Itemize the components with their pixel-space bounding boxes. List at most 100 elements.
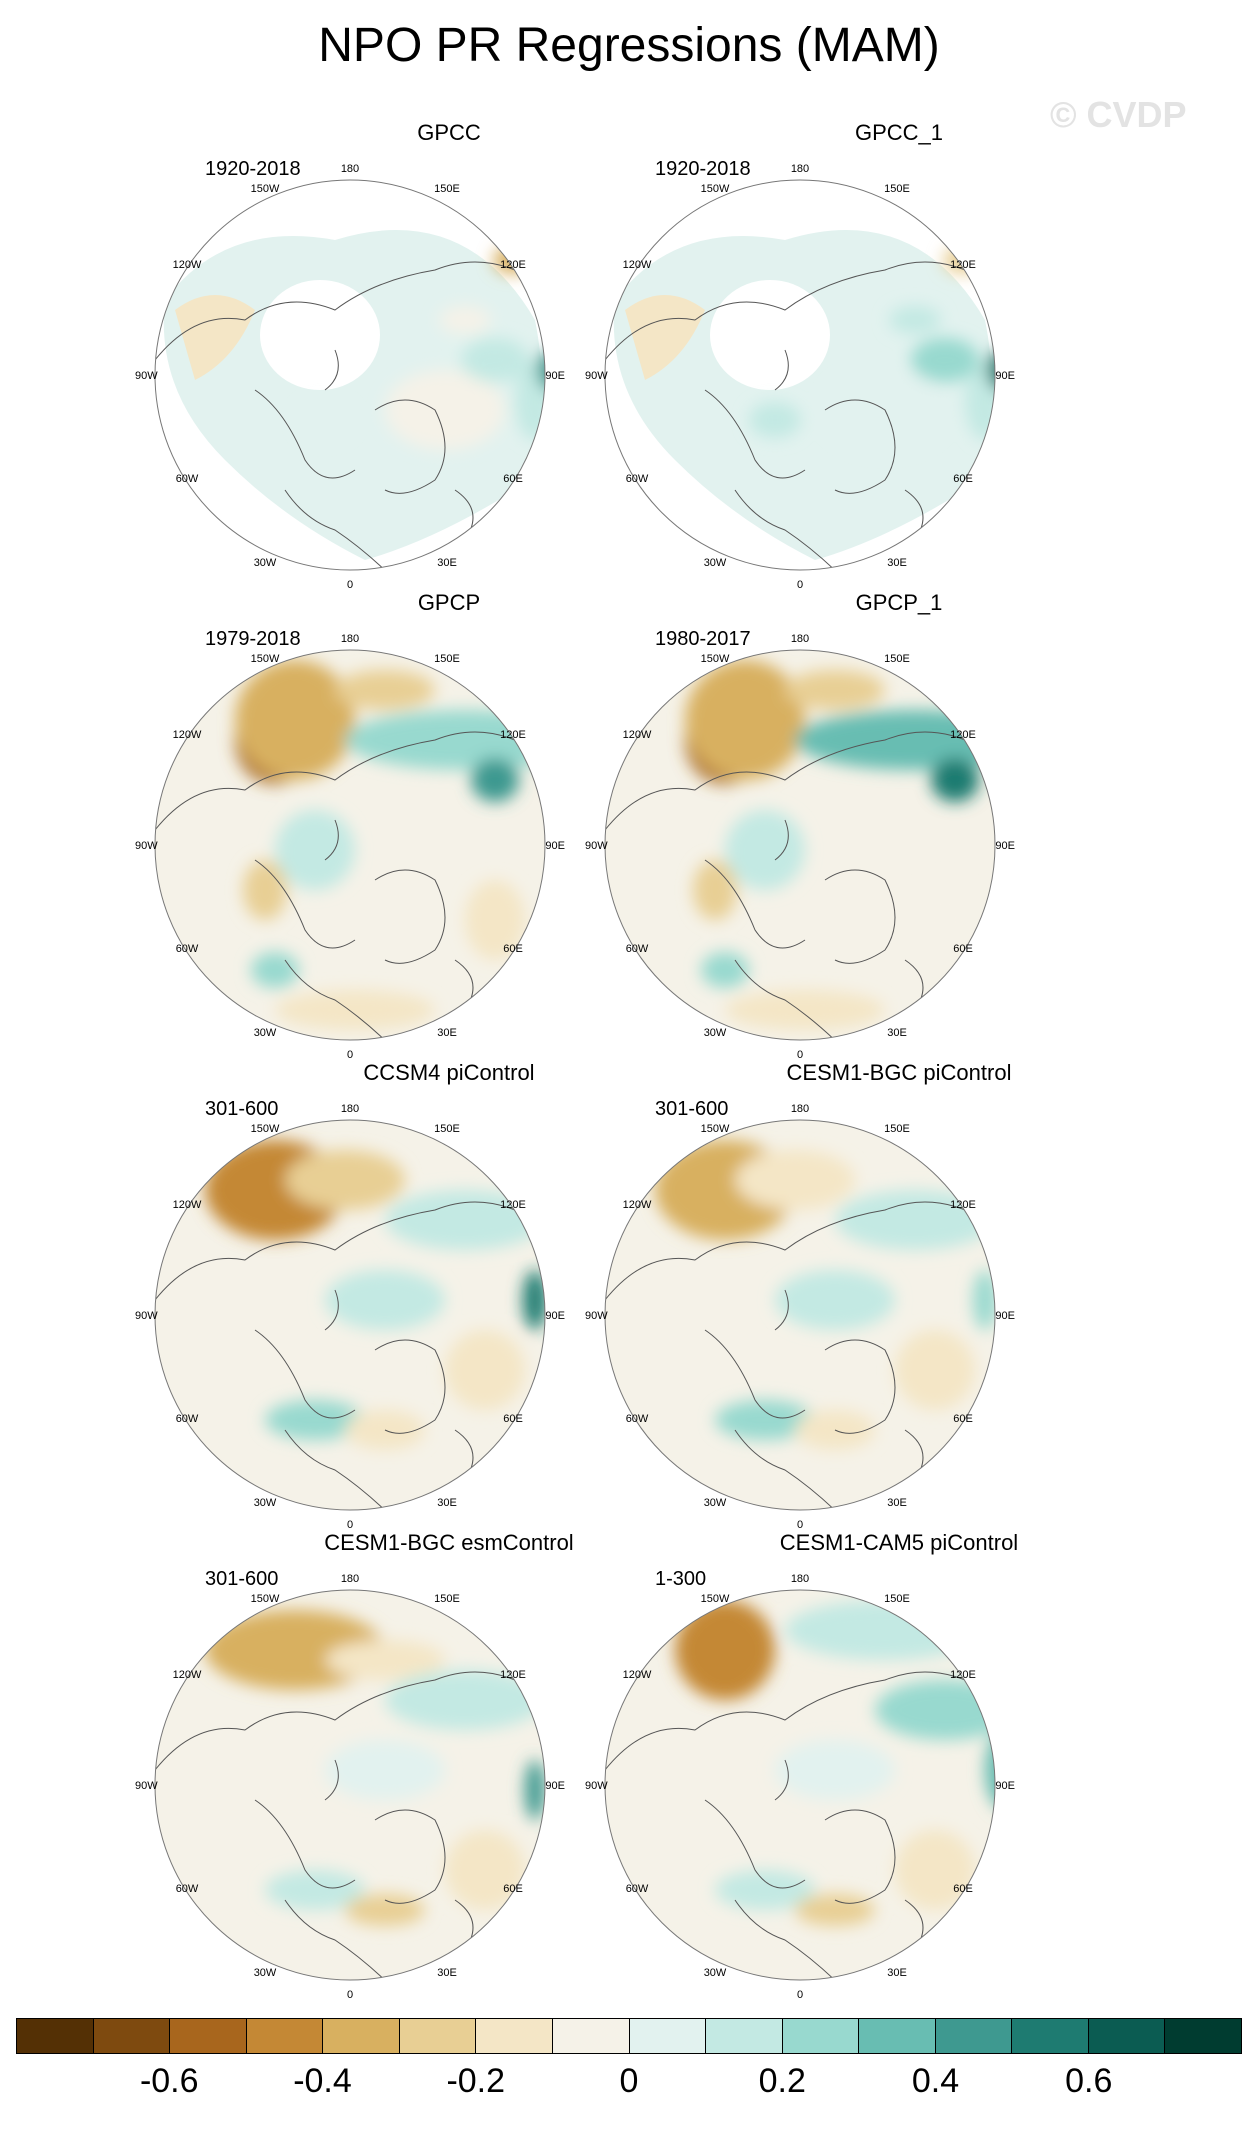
lon-tick-label: 180 (341, 633, 359, 645)
lon-tick-label: 60W (626, 943, 649, 955)
panel-years: 1980-2017 (655, 628, 751, 650)
lon-tick-label: 120W (173, 1199, 202, 1211)
lon-tick-label: 180 (791, 1103, 809, 1115)
lon-tick-label: 150W (251, 183, 280, 195)
colorbar-swatch (1165, 2019, 1241, 2053)
lon-tick-label: 0 (797, 1049, 803, 1061)
lon-tick-label: 60W (626, 1413, 649, 1425)
map-panel: CESM1-BGC piControl 301-600 180 0 90W 90E 150W… (585, 1060, 1215, 1531)
lon-tick-label: 180 (341, 1573, 359, 1585)
colorbar-swatch (859, 2019, 936, 2053)
lon-tick-label: 90W (585, 1310, 608, 1322)
lon-tick-label: 30E (887, 1497, 907, 1509)
lon-tick-label: 60W (176, 943, 199, 955)
colorbar-swatch (323, 2019, 400, 2053)
lon-tick-label: 90E (545, 1780, 565, 1792)
lon-tick-label: 0 (347, 1049, 353, 1061)
panel-title: CESM1-BGC piControl (786, 1060, 1012, 1085)
map-panel: CESM1-BGC esmControl 301-600 180 0 90W 90E 150… (135, 1530, 765, 2001)
lon-tick-label: 150E (434, 653, 460, 665)
lon-tick-label: 120W (623, 259, 652, 271)
lon-tick-label: 180 (791, 163, 809, 175)
colorbar-label: -0.6 (139, 2062, 199, 2100)
lon-tick-label: 90E (995, 840, 1015, 852)
lon-tick-label: 30W (254, 1027, 277, 1039)
lon-tick-label: 30E (887, 1967, 907, 1979)
lon-tick-label: 60W (176, 1413, 199, 1425)
colorbar-swatch (706, 2019, 783, 2053)
panel-years: 301-600 (205, 1568, 279, 1590)
lon-tick-label: 60E (503, 1883, 523, 1895)
figure-title: NPO PR Regressions (MAM) (318, 19, 940, 72)
map-panel: GPCP 1979-2018 180 0 90W 90E 150W 150E 120W 120E 6… (135, 590, 765, 1061)
lon-tick-label: 120E (500, 1199, 526, 1211)
colorbar-swatch (1012, 2019, 1089, 2053)
lon-tick-label: 30E (437, 1497, 457, 1509)
lon-tick-label: 150E (884, 183, 910, 195)
lon-tick-label: 150E (434, 1123, 460, 1135)
lon-tick-label: 30W (704, 557, 727, 569)
colorbar (16, 2018, 1242, 2054)
lon-tick-label: 150W (251, 1593, 280, 1605)
colorbar-label: 0 (619, 2062, 639, 2100)
lon-tick-label: 120E (950, 259, 976, 271)
lon-tick-label: 60E (953, 473, 973, 485)
lon-tick-label: 0 (347, 1519, 353, 1531)
lon-tick-label: 180 (341, 163, 359, 175)
lon-tick-label: 60W (176, 1883, 199, 1895)
lon-tick-label: 150W (701, 1123, 730, 1135)
colorbar-swatch (93, 2019, 171, 2053)
lon-tick-label: 60E (503, 1413, 523, 1425)
colorbar-swatch (170, 2019, 247, 2053)
lon-tick-label: 30W (254, 557, 277, 569)
lon-tick-label: 90W (135, 1780, 158, 1792)
cvdp-watermark: © CVDP (1050, 94, 1187, 135)
polar-map: 180 0 90W 90E 150W 150E 120W 120E 60W 60E 30W 30E (585, 633, 1015, 1061)
map-panel: CESM1-CAM5 piControl 1-300 180 0 90W 90E 150W 1… (585, 1530, 1215, 2001)
lon-tick-label: 60W (626, 473, 649, 485)
lon-tick-label: 30W (704, 1967, 727, 1979)
map-panel: CCSM4 piControl 301-600 180 0 90W 90E 150W 150E… (135, 1060, 765, 1531)
lon-tick-label: 180 (791, 633, 809, 645)
lon-tick-label: 90W (585, 370, 608, 382)
colorbar-swatch (1088, 2019, 1166, 2053)
lon-tick-label: 90W (585, 1780, 608, 1792)
lon-tick-label: 150W (251, 1123, 280, 1135)
lon-tick-label: 90E (995, 1310, 1015, 1322)
polar-map: 180 0 90W 90E 150W 150E 120W 120E 60W 60E 30W 30E (585, 163, 1015, 591)
panel-title: GPCC_1 (854, 120, 944, 145)
panel-title: GPCC (417, 120, 481, 145)
lon-tick-label: 150W (701, 653, 730, 665)
lon-tick-label: 120E (950, 729, 976, 741)
colorbar-label: 0.4 (911, 2062, 960, 2100)
lon-tick-label: 60W (176, 473, 199, 485)
lon-tick-label: 60E (503, 943, 523, 955)
lon-tick-label: 30E (887, 557, 907, 569)
lon-tick-label: 150E (884, 1593, 910, 1605)
lon-tick-label: 60E (953, 1413, 973, 1425)
lon-tick-label: 150W (701, 183, 730, 195)
colorbar-swatch (246, 2019, 324, 2053)
lon-tick-label: 90E (545, 1310, 565, 1322)
panel-title: CESM1-CAM5 piControl (779, 1530, 1019, 1555)
lon-tick-label: 90W (135, 370, 158, 382)
lon-tick-label: 120W (623, 1199, 652, 1211)
panel-years: 1920-2018 (655, 158, 751, 180)
lon-tick-label: 30W (704, 1027, 727, 1039)
colorbar-swatch (476, 2019, 553, 2053)
lon-tick-label: 60E (953, 1883, 973, 1895)
lon-tick-label: 90W (585, 840, 608, 852)
lon-tick-label: 90E (545, 370, 565, 382)
map-panel: GPCP_1 1980-2017 180 0 90W 90E 150W 150E 120W 120… (585, 590, 1215, 1061)
lon-tick-label: 90E (995, 370, 1015, 382)
lon-tick-label: 150E (434, 183, 460, 195)
colorbar-swatch (17, 2019, 94, 2053)
lon-tick-label: 0 (347, 1989, 353, 2001)
lon-tick-label: 120W (623, 1669, 652, 1681)
lon-tick-label: 120W (173, 1669, 202, 1681)
colorbar-swatch (782, 2019, 860, 2053)
lon-tick-label: 150W (251, 653, 280, 665)
lon-tick-label: 0 (347, 579, 353, 591)
colorbar-label: 0.2 (758, 2062, 806, 2100)
polar-map: 180 0 90W 90E 150W 150E 120W 120E 60W 60E 30W 30E (135, 1103, 565, 1531)
